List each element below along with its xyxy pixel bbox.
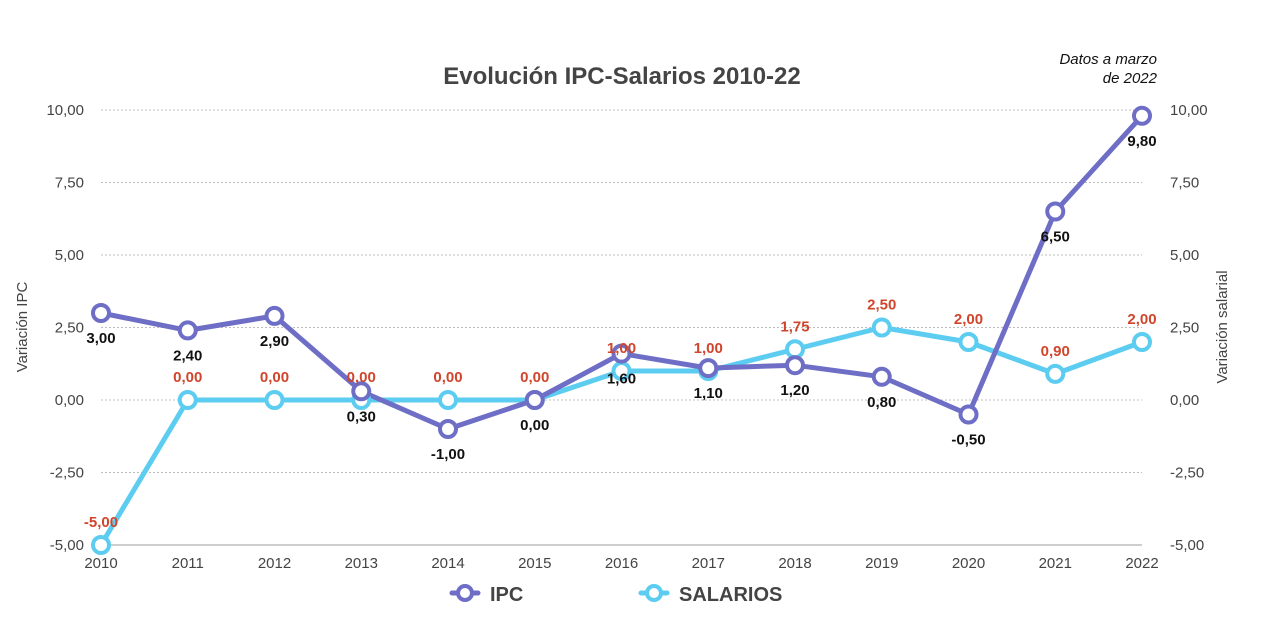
x-tick: 2012 <box>258 555 291 572</box>
x-tick: 2020 <box>952 555 985 572</box>
y-tick-right: -5,00 <box>1170 537 1204 554</box>
data-point-ipc[interactable] <box>177 320 198 341</box>
data-label-ipc: 1,60 <box>607 371 636 388</box>
y-tick-left: 2,50 <box>55 320 84 337</box>
data-point-ipc[interactable] <box>1132 105 1152 126</box>
y-tick-right: 2,50 <box>1170 320 1199 337</box>
data-label-salarios: 0,00 <box>433 369 462 386</box>
x-tick: 2015 <box>518 555 551 572</box>
y-tick-left: 10,00 <box>46 102 84 119</box>
data-point-ipc[interactable] <box>438 419 458 439</box>
chart-title: Evolución IPC-Salarios 2010-22 <box>443 63 800 90</box>
x-tick: 2010 <box>84 555 117 572</box>
data-point-ipc[interactable] <box>524 390 545 410</box>
data-label-salarios: 2,00 <box>954 311 983 328</box>
data-point-salarios[interactable] <box>1045 363 1066 384</box>
chart-note-line-2: de 2022 <box>1103 70 1158 87</box>
data-label-salarios: 1,00 <box>607 340 636 357</box>
x-tick: 2013 <box>345 555 378 572</box>
legend-item-salarios[interactable]: SALARIOS <box>638 584 782 606</box>
data-label-ipc: 3,00 <box>86 330 115 347</box>
data-label-ipc: 6,50 <box>1041 229 1070 246</box>
y-tick-right: 7,50 <box>1170 175 1199 192</box>
data-label-ipc: -0,50 <box>951 432 985 449</box>
data-labels: 3,00 2,40 2,90 0,30 -1,00 0,00 1,60 1,10 1,20 0,8… <box>84 133 1157 531</box>
data-label-ipc: 9,80 <box>1127 133 1156 150</box>
data-point-ipc[interactable] <box>611 343 632 364</box>
x-tick: 2022 <box>1125 555 1158 572</box>
y-tick-left: -5,00 <box>50 537 84 554</box>
data-label-salarios: -5,00 <box>84 514 118 531</box>
data-point-ipc[interactable] <box>264 305 285 326</box>
legend-item-ipc[interactable]: IPC <box>449 584 523 606</box>
legend-salarios-swatch-marker <box>645 584 663 602</box>
y-tick-left: -2,50 <box>50 465 84 482</box>
data-label-ipc: 2,90 <box>260 333 289 350</box>
data-label-salarios: 1,75 <box>780 318 809 335</box>
x-tick: 2019 <box>865 555 898 572</box>
axis-ticks: 10,00 10,00 7,50 7,50 5,00 5,00 2,50 2,50 0,00 0,… <box>46 102 1207 572</box>
legend-ipc-label: IPC <box>490 584 523 606</box>
data-label-ipc: 0,80 <box>867 394 896 411</box>
data-label-ipc: -1,00 <box>431 446 465 463</box>
data-label-salarios: 1,00 <box>694 340 723 357</box>
data-label-ipc: 1,10 <box>694 385 723 402</box>
data-point-salarios[interactable] <box>438 390 458 410</box>
data-point-salarios[interactable] <box>785 339 805 360</box>
y-tick-left: 0,00 <box>55 392 84 409</box>
data-label-salarios: 0,00 <box>520 369 549 386</box>
y-tick-right: -2,50 <box>1170 465 1204 482</box>
data-point-ipc[interactable] <box>785 355 805 376</box>
x-tick: 2018 <box>778 555 811 572</box>
data-point-ipc[interactable] <box>871 366 892 387</box>
data-point-ipc[interactable] <box>698 358 719 379</box>
data-label-ipc: 0,30 <box>347 408 376 425</box>
data-label-ipc: 1,20 <box>780 382 809 399</box>
x-tick: 2021 <box>1039 555 1072 572</box>
y-tick-right: 5,00 <box>1170 247 1199 264</box>
data-label-ipc: 0,00 <box>520 417 549 434</box>
data-point-salarios[interactable] <box>958 332 979 352</box>
y-tick-right: 0,00 <box>1170 392 1199 409</box>
data-label-ipc: 2,40 <box>173 347 202 364</box>
x-tick: 2017 <box>692 555 725 572</box>
chart-note-line-1: Datos a marzo <box>1059 51 1157 68</box>
data-point-salarios[interactable] <box>1132 332 1152 352</box>
data-point-salarios[interactable] <box>871 317 892 338</box>
data-label-salarios: 2,00 <box>1127 311 1156 328</box>
data-label-salarios: 0,90 <box>1041 343 1070 360</box>
y-axis-right-label: Variación salarial <box>1214 270 1231 383</box>
x-tick: 2016 <box>605 555 638 572</box>
y-tick-right: 10,00 <box>1170 102 1208 119</box>
data-label-salarios: 2,50 <box>867 297 896 314</box>
data-point-ipc[interactable] <box>958 404 979 425</box>
data-point-ipc[interactable] <box>91 303 111 323</box>
y-tick-left: 5,00 <box>55 247 84 264</box>
x-tick: 2011 <box>172 555 204 572</box>
data-point-ipc[interactable] <box>1045 201 1066 222</box>
legend-ipc-swatch-marker <box>456 584 474 602</box>
grid-lines <box>101 109 1142 546</box>
x-tick: 2014 <box>431 555 464 572</box>
data-label-salarios: 0,00 <box>260 369 289 386</box>
data-point-salarios[interactable] <box>177 390 198 410</box>
y-axis-left-label: Variación IPC <box>14 282 31 373</box>
data-point-salarios[interactable] <box>264 390 285 410</box>
data-label-salarios: 0,00 <box>347 369 376 386</box>
data-point-ipc[interactable] <box>351 381 372 402</box>
data-point-salarios[interactable] <box>91 535 111 555</box>
y-tick-left: 7,50 <box>55 175 84 192</box>
series-points <box>91 105 1152 555</box>
data-label-salarios: 0,00 <box>173 369 202 386</box>
legend: IPC SALARIOS <box>449 584 782 606</box>
series-lines <box>98 113 1145 548</box>
legend-salarios-label: SALARIOS <box>679 584 782 606</box>
